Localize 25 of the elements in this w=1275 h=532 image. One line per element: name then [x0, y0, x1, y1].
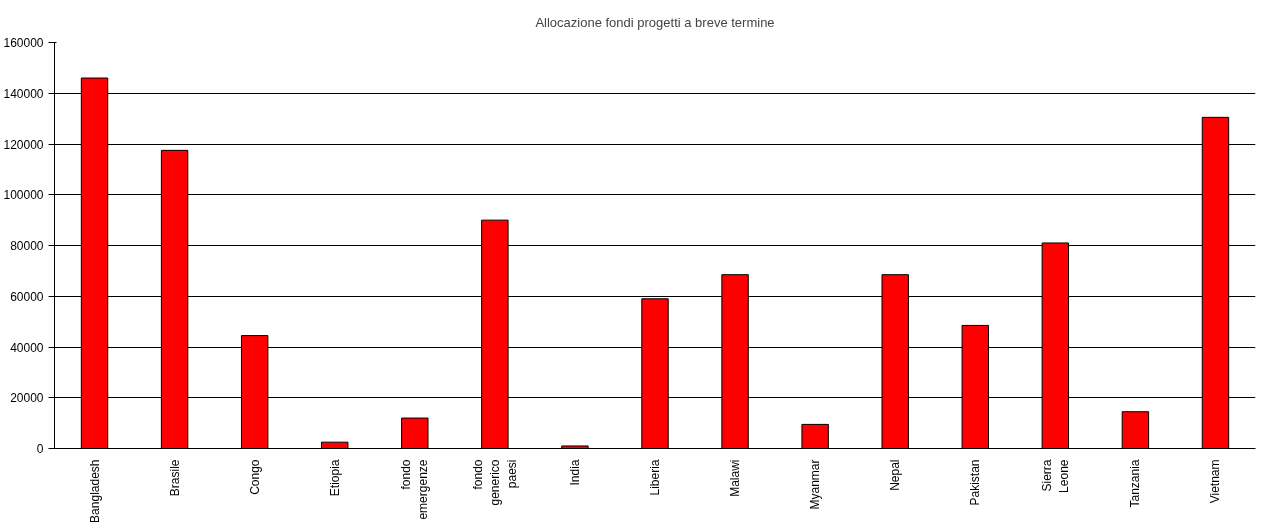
x-tick-label: Tanzania	[1128, 459, 1143, 508]
x-tick-label: India	[567, 459, 582, 486]
y-tick-label: 140000	[3, 86, 44, 101]
x-tick-label: Myanmar	[808, 459, 823, 510]
y-tick-label: 100000	[3, 188, 44, 203]
y-tick-label: 60000	[10, 289, 44, 304]
y-tick-label: 160000	[3, 36, 44, 50]
y-tick-label: 40000	[10, 340, 44, 355]
x-tick-label: Sierra Leone	[1039, 459, 1071, 493]
x-tick-label: Bangladesh	[87, 459, 102, 523]
x-tick-label: fondo emergenze	[399, 459, 431, 520]
y-tick-label: 20000	[10, 391, 44, 406]
x-tick-label: Congo	[247, 459, 262, 495]
chart-title: Allocazione fondi progetti a breve termine	[535, 15, 775, 30]
x-tick-label: Brasile	[167, 459, 182, 497]
x-tick-label: Pakistan	[968, 459, 983, 506]
x-tick-label: Malawi	[728, 459, 743, 497]
y-tick-label: 80000	[10, 239, 44, 253]
y-tick-label: 0	[36, 442, 44, 456]
y-tick-label: 120000	[3, 137, 44, 152]
x-tick-label: fondo generico paesi	[471, 459, 519, 506]
x-tick-label: Vietnam	[1208, 459, 1223, 504]
x-tick-label: Liberia	[648, 459, 662, 496]
x-tick-label: Nepal	[888, 459, 903, 491]
x-tick-label: Etiopia	[327, 459, 342, 497]
